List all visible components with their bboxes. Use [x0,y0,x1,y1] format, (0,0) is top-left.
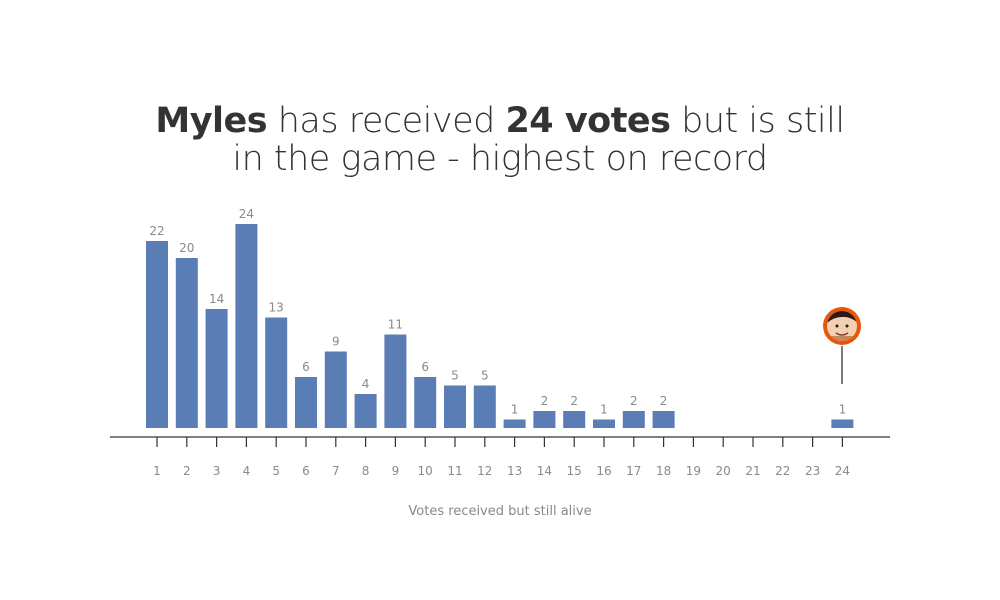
bar-9 [384,334,407,428]
bar-value-label-11: 5 [451,369,459,383]
bar-value-label-16: 1 [600,403,608,417]
ticks-group [156,437,844,447]
bar-18 [652,411,675,428]
x-tick-label-10: 10 [418,464,433,478]
bar-8 [354,394,377,428]
bar-16 [593,419,615,428]
x-tick-label-4: 4 [243,464,251,478]
bar-7 [324,351,347,428]
bar-1 [146,241,168,428]
bar-24 [831,419,854,428]
chart-title: Myles has received 24 votes but is still… [0,102,1000,178]
title-name: Myles [155,101,268,141]
x-tick-label-24: 24 [835,464,850,478]
x-tick-label-11: 11 [447,464,462,478]
x-tick-label-21: 21 [745,464,760,478]
bar-12 [473,385,496,428]
x-tick-label-19: 19 [686,464,701,478]
bar-value-label-14: 2 [541,394,549,408]
bar-5 [265,317,288,428]
x-tick-label-15: 15 [567,464,582,478]
x-tick-label-6: 6 [302,464,310,478]
bar-value-label-10: 6 [421,360,429,374]
bar-17 [622,411,645,428]
x-tick-label-23: 23 [805,464,820,478]
bar-value-label-17: 2 [630,394,638,408]
player-avatar-icon [823,307,861,345]
x-tick-label-14: 14 [537,464,552,478]
x-axis-title: Votes received but still alive [408,504,591,519]
x-tick-label-22: 22 [775,464,790,478]
x-tick-label-1: 1 [153,464,161,478]
bar-value-label-6: 6 [302,360,310,374]
x-tick-label-2: 2 [183,464,191,478]
bar-value-label-4: 24 [239,207,254,221]
x-tick-label-13: 13 [507,464,522,478]
bar-value-label-3: 14 [209,292,224,306]
bar-4 [235,224,258,428]
bar-value-label-15: 2 [570,394,578,408]
bar-11 [444,385,466,428]
bar-10 [414,377,437,428]
bar-15 [563,411,586,428]
title-text-end: but is still [670,101,845,141]
tick-labels-group: 1 2 3 4 5 6 7 8 9 10 11 12 13 14 15 16 17 18 19 20 21 22 23 24 [153,464,850,478]
x-tick-label-18: 18 [656,464,671,478]
x-tick-label-3: 3 [213,464,221,478]
x-tick-label-9: 9 [392,464,400,478]
bar-13 [503,419,526,428]
title-text-mid: has received [267,101,506,141]
bar-value-label-5: 13 [269,301,284,315]
bar-value-label-13: 1 [511,403,519,417]
bar-value-label-2: 20 [179,241,194,255]
bar-value-label-18: 2 [660,394,668,408]
bar-2 [175,258,198,428]
bars-group [146,224,854,428]
x-tick-label-16: 16 [596,464,611,478]
bar-3 [205,309,228,428]
x-tick-label-5: 5 [272,464,280,478]
x-tick-label-17: 17 [626,464,641,478]
title-votes: 24 votes [505,101,671,141]
x-tick-label-20: 20 [716,464,731,478]
bar-value-label-7: 9 [332,335,340,349]
bar-value-label-8: 4 [362,377,370,391]
x-tick-label-7: 7 [332,464,340,478]
bar-14 [533,411,556,428]
chart-title-line-2: in the game - highest on record [232,139,768,179]
bar-value-label-9: 11 [388,318,403,332]
x-tick-label-8: 8 [362,464,370,478]
bar-value-label-24: 1 [839,403,847,417]
chart-title-line-1: Myles has received 24 votes but is still [0,102,1000,140]
bar-value-label-1: 22 [149,224,164,238]
x-tick-label-12: 12 [477,464,492,478]
bar-value-label-12: 5 [481,369,489,383]
bar-6 [295,377,317,428]
